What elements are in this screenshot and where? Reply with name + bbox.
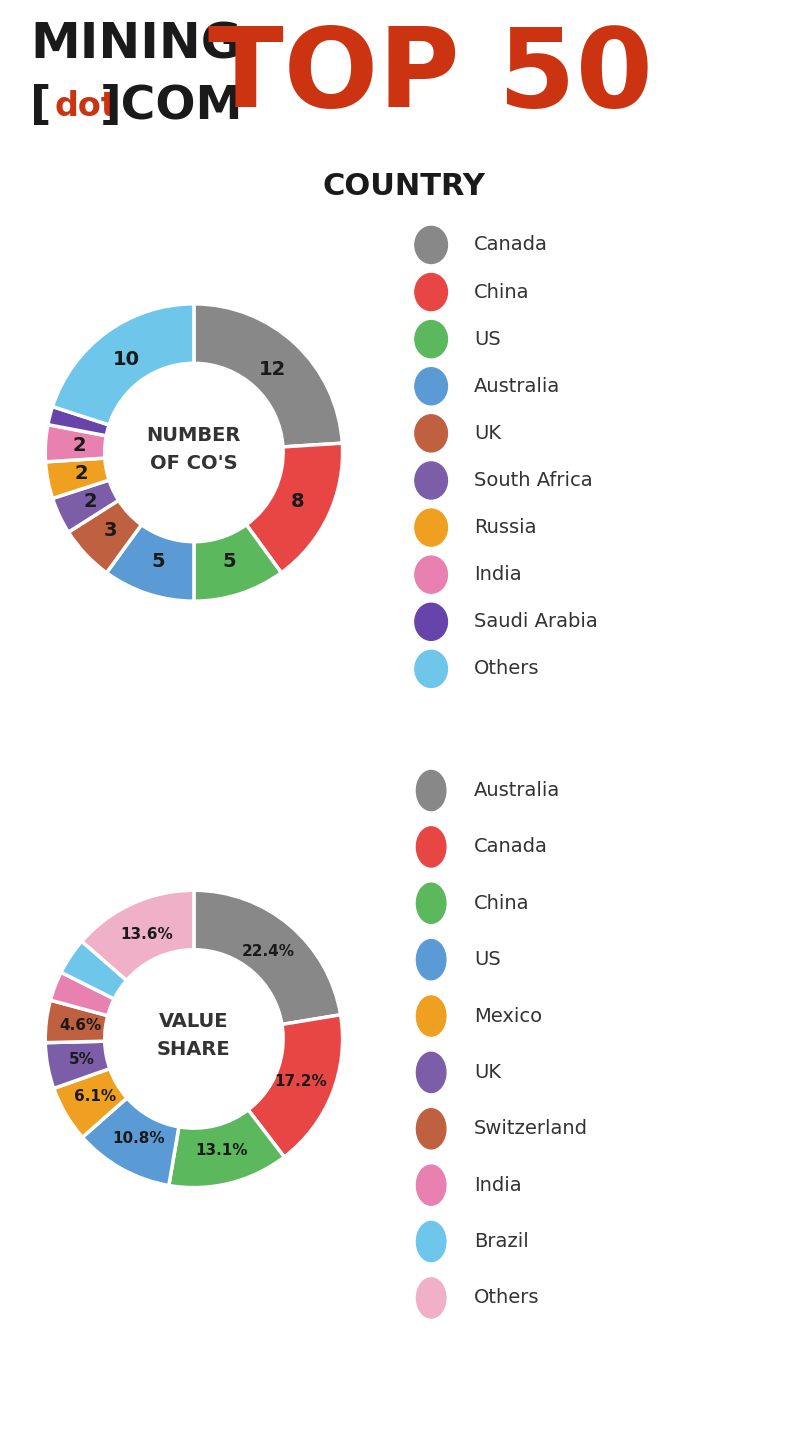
Text: 4.6%: 4.6% xyxy=(59,1018,101,1032)
Text: 17.2%: 17.2% xyxy=(274,1073,326,1089)
Text: 5: 5 xyxy=(222,552,236,571)
Text: MINING: MINING xyxy=(30,20,242,68)
Wedge shape xyxy=(194,524,281,601)
Wedge shape xyxy=(53,1069,127,1137)
Wedge shape xyxy=(194,891,341,1024)
Circle shape xyxy=(416,996,446,1037)
Wedge shape xyxy=(82,1098,179,1186)
Wedge shape xyxy=(45,1041,110,1089)
Text: 3: 3 xyxy=(103,521,117,540)
Circle shape xyxy=(416,827,446,867)
Text: VALUE
SHARE: VALUE SHARE xyxy=(157,1012,231,1060)
Wedge shape xyxy=(61,941,127,999)
Text: COUNTRY: COUNTRY xyxy=(322,172,486,201)
Wedge shape xyxy=(45,458,109,498)
Text: 12: 12 xyxy=(259,359,286,378)
Circle shape xyxy=(416,940,446,980)
Text: 6.1%: 6.1% xyxy=(74,1089,116,1105)
Circle shape xyxy=(416,1222,446,1261)
Wedge shape xyxy=(69,501,141,573)
Text: 5%: 5% xyxy=(69,1053,95,1067)
Text: NUMBER
OF CO'S: NUMBER OF CO'S xyxy=(147,426,241,473)
Text: [: [ xyxy=(30,84,52,129)
Text: Mexico: Mexico xyxy=(473,1006,542,1025)
Circle shape xyxy=(415,414,448,452)
Text: India: India xyxy=(473,565,521,584)
Circle shape xyxy=(415,226,448,264)
Text: 8: 8 xyxy=(291,492,305,511)
Wedge shape xyxy=(48,407,109,436)
Text: Saudi Arabia: Saudi Arabia xyxy=(473,613,598,631)
Text: UK: UK xyxy=(473,424,501,443)
Wedge shape xyxy=(50,972,114,1015)
Wedge shape xyxy=(169,1109,284,1187)
Circle shape xyxy=(415,274,448,310)
Circle shape xyxy=(416,1166,446,1205)
Circle shape xyxy=(415,604,448,640)
Text: India: India xyxy=(473,1176,521,1195)
Text: China: China xyxy=(473,282,529,301)
Text: Australia: Australia xyxy=(473,376,560,395)
Circle shape xyxy=(415,650,448,688)
Wedge shape xyxy=(45,1001,107,1043)
Wedge shape xyxy=(107,524,194,601)
Text: Brazil: Brazil xyxy=(473,1232,528,1251)
Text: Others: Others xyxy=(473,659,539,679)
Text: Switzerland: Switzerland xyxy=(473,1119,587,1138)
Text: 5: 5 xyxy=(152,552,166,571)
Text: Canada: Canada xyxy=(473,236,548,255)
Wedge shape xyxy=(248,1015,343,1157)
Circle shape xyxy=(416,770,446,811)
Wedge shape xyxy=(45,424,107,462)
Text: 13.1%: 13.1% xyxy=(195,1142,247,1157)
Text: UK: UK xyxy=(473,1063,501,1082)
Text: Others: Others xyxy=(473,1289,539,1308)
Text: Russia: Russia xyxy=(473,518,537,537)
Text: 2: 2 xyxy=(83,492,97,511)
Circle shape xyxy=(416,1277,446,1318)
Circle shape xyxy=(416,1053,446,1092)
Circle shape xyxy=(415,368,448,405)
Text: 13.6%: 13.6% xyxy=(120,927,173,943)
Circle shape xyxy=(416,1109,446,1148)
Text: US: US xyxy=(473,330,501,349)
Text: 10: 10 xyxy=(113,350,140,369)
Text: 10.8%: 10.8% xyxy=(112,1131,165,1147)
Text: ]COM: ]COM xyxy=(100,84,243,129)
Circle shape xyxy=(415,510,448,546)
Text: Canada: Canada xyxy=(473,837,548,856)
Circle shape xyxy=(416,883,446,924)
Text: US: US xyxy=(473,950,501,969)
Text: dot: dot xyxy=(55,90,118,123)
Wedge shape xyxy=(53,481,119,533)
Text: Australia: Australia xyxy=(473,780,560,801)
Circle shape xyxy=(415,462,448,500)
Text: 2: 2 xyxy=(73,436,86,455)
Text: 22.4%: 22.4% xyxy=(242,944,294,959)
Wedge shape xyxy=(194,304,343,447)
Text: TOP 50: TOP 50 xyxy=(208,23,653,129)
Circle shape xyxy=(415,556,448,594)
Text: South Africa: South Africa xyxy=(473,471,592,489)
Text: 2: 2 xyxy=(74,465,88,484)
Wedge shape xyxy=(82,891,194,980)
Wedge shape xyxy=(53,304,194,424)
Text: China: China xyxy=(473,893,529,912)
Circle shape xyxy=(415,320,448,358)
Wedge shape xyxy=(246,443,343,573)
